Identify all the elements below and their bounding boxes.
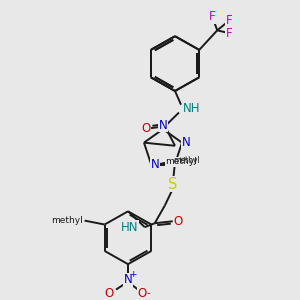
Text: methyl: methyl: [173, 156, 200, 165]
Text: N: N: [124, 273, 132, 286]
Text: N: N: [151, 158, 160, 171]
Text: NH: NH: [183, 102, 200, 115]
Text: F: F: [226, 27, 232, 40]
Text: +: +: [129, 270, 137, 279]
Text: methyl: methyl: [165, 157, 197, 166]
Text: -: -: [146, 289, 150, 298]
Text: F: F: [209, 10, 216, 23]
Text: O: O: [173, 215, 182, 228]
Text: methyl: methyl: [51, 216, 83, 225]
Text: O: O: [137, 287, 147, 300]
Text: HN: HN: [121, 220, 139, 234]
Text: N: N: [159, 119, 167, 132]
Text: S: S: [168, 177, 177, 192]
Text: O: O: [104, 287, 114, 300]
Text: F: F: [226, 14, 232, 27]
Text: N: N: [182, 136, 190, 149]
Text: O: O: [141, 122, 151, 135]
